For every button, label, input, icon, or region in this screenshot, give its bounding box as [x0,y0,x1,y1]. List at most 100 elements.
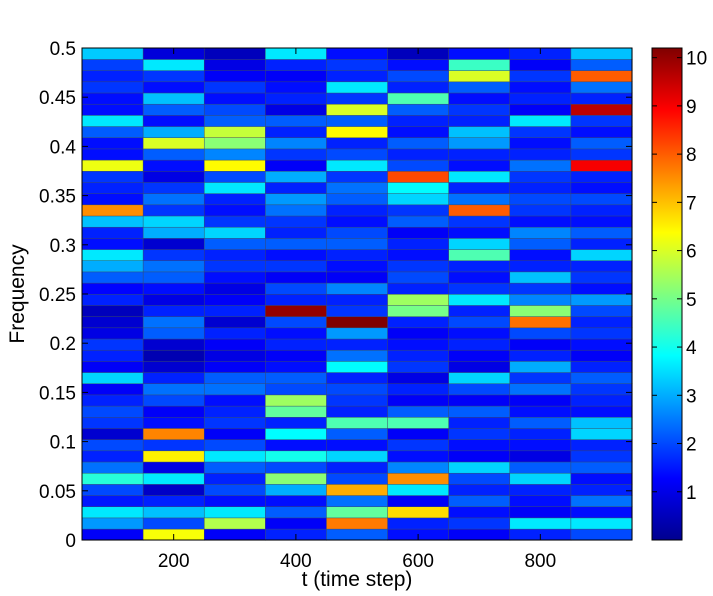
heatmap-cell [448,360,511,373]
heatmap-cell [448,304,511,317]
heatmap-cell [326,316,389,329]
heatmap-cell [326,349,389,362]
heatmap-cell [81,193,144,206]
heatmap-cell [142,316,205,329]
heatmap-cell [448,495,511,507]
heatmap-cell [203,47,266,60]
heatmap-cell [570,193,633,206]
heatmap-cell [326,226,389,239]
heatmap-cell [81,439,144,452]
heatmap-cell [142,92,205,105]
heatmap-cell [448,461,511,474]
heatmap-cell [265,349,327,362]
heatmap-cell [203,226,266,239]
heatmap-cell [265,372,327,384]
heatmap-cell [509,215,572,228]
heatmap-cell [509,249,572,262]
heatmap-cell [142,472,205,485]
heatmap-cell [265,70,327,83]
heatmap-cell [570,416,633,429]
heatmap-cell [509,226,572,239]
heatmap-cell [448,92,511,105]
heatmap-cell [203,193,266,206]
heatmap-cell [265,506,327,519]
heatmap-cell [509,282,572,295]
heatmap-cell [509,181,572,194]
heatmap-cell [448,383,511,396]
heatmap-cell [387,293,450,306]
heatmap-cell [142,126,205,138]
heatmap-cell [203,495,266,507]
heatmap-cell [326,282,389,295]
heatmap-cell [509,472,572,485]
heatmap-cell [203,327,266,340]
heatmap-cell [142,103,205,116]
heatmap-cell [570,517,633,530]
heatmap-cell [265,282,327,295]
heatmap-cell [142,416,205,429]
heatmap-cell [265,226,327,239]
heatmap-cell [326,439,389,452]
heatmap-cell [326,81,389,94]
heatmap-cell [203,70,266,83]
heatmap-cell [570,439,633,452]
heatmap-cell [570,47,633,60]
heatmap-cell [387,383,450,396]
heatmap-cell [265,338,327,351]
colorbar-tick-label: 9 [686,97,697,118]
x-tick-label: 200 [158,551,190,572]
heatmap-cell [509,204,572,217]
heatmap-cell [81,47,144,60]
heatmap-cell [81,92,144,105]
heatmap-cell [265,137,327,150]
colorbar [651,47,683,541]
heatmap-cell [326,372,389,384]
heatmap-cell [81,472,144,485]
heatmap-cell [81,416,144,429]
heatmap-cell [142,506,205,519]
heatmap-cell [509,327,572,340]
heatmap-cell [265,517,327,530]
heatmap-cell [81,304,144,317]
heatmap-cell [509,92,572,105]
y-tick-label: 0.2 [50,334,76,355]
heatmap-cell [570,237,633,250]
heatmap-cell [326,92,389,105]
colorbar-tick-label: 7 [686,193,697,214]
heatmap-cell [570,137,633,150]
y-tick-label: 0.1 [50,433,76,454]
heatmap-cell [81,271,144,284]
heatmap-cell [387,338,450,351]
heatmap-cell [387,249,450,262]
heatmap-cell [326,338,389,351]
heatmap-cell [326,148,389,161]
heatmap-cell [142,114,205,127]
heatmap-cell [326,204,389,217]
heatmap-cell [203,293,266,306]
heatmap-cell [81,372,144,384]
heatmap-cell [203,483,266,496]
heatmap-cell [326,495,389,507]
heatmap-cell [509,114,572,127]
heatmap-cell [326,114,389,127]
heatmap-cell [448,126,511,138]
heatmap-cell [81,506,144,519]
heatmap-cell [326,461,389,474]
heatmap-cell [387,193,450,206]
heatmap-cell [203,304,266,317]
heatmap-cell [448,327,511,340]
heatmap-cell [142,58,205,71]
colorbar-tick-label: 5 [686,290,697,311]
y-tick-label: 0.35 [39,187,76,208]
heatmap-cell [387,394,450,407]
heatmap-cell [326,215,389,228]
heatmap-cell [570,461,633,474]
heatmap-cell [203,372,266,384]
heatmap-cell [448,427,511,440]
heatmap-cell [81,327,144,340]
heatmap-cell [81,148,144,161]
heatmap-cell [81,528,144,541]
heatmap-cell [570,148,633,161]
heatmap-cell [387,461,450,474]
heatmap-cell [509,416,572,429]
